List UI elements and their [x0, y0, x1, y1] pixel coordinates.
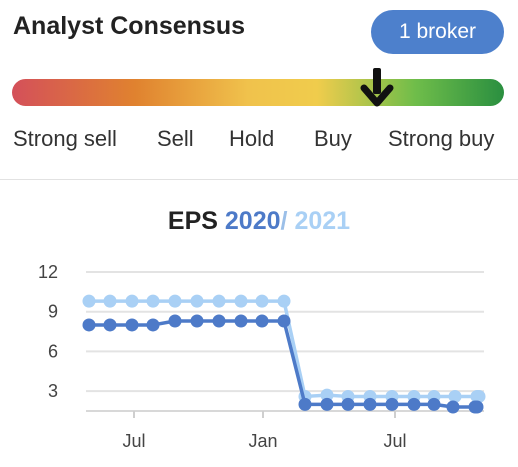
data-point-2021[interactable] [472, 389, 486, 403]
data-point-2020[interactable] [277, 314, 291, 328]
x-tick-label: Jan [248, 431, 277, 451]
eps-year-separator: / [280, 207, 288, 235]
series-2021 [82, 294, 486, 403]
eps-year-2021[interactable]: 2021 [294, 207, 351, 235]
data-point-2021[interactable] [320, 388, 334, 402]
scale-label-sell: Sell [157, 126, 194, 151]
data-point-2020[interactable] [212, 314, 226, 328]
data-point-2021[interactable] [190, 294, 204, 308]
data-point-2020[interactable] [125, 318, 139, 332]
eps-line-chart: 12 9 6 3 Jul Jan Jul [38, 262, 486, 451]
y-tick-label: 9 [48, 302, 58, 322]
data-point-2021[interactable] [212, 294, 226, 308]
data-point-2021[interactable] [234, 294, 248, 308]
consensus-gauge-bar [12, 79, 504, 106]
data-point-2020[interactable] [234, 314, 248, 328]
data-point-2020[interactable] [320, 397, 334, 411]
x-tick-label: Jul [122, 431, 145, 451]
data-point-2020[interactable] [190, 314, 204, 328]
y-tick-label: 12 [38, 262, 58, 282]
data-point-2020[interactable] [363, 397, 377, 411]
series-2020 [82, 314, 484, 414]
scale-label-hold: Hold [229, 126, 275, 151]
eps-year-2020[interactable]: 2020 [224, 207, 281, 235]
data-point-2020[interactable] [341, 397, 355, 411]
scale-label-strong-buy: Strong buy [388, 126, 495, 151]
scale-label-buy: Buy [314, 126, 352, 151]
data-point-2020[interactable] [407, 397, 421, 411]
data-point-2020[interactable] [298, 397, 312, 411]
eps-chart-title: EPS 2020/ 2021 [0, 207, 518, 236]
y-tick-label: 3 [48, 381, 58, 401]
data-point-2020[interactable] [146, 318, 160, 332]
y-tick-label: 6 [48, 341, 58, 361]
data-point-2021[interactable] [448, 389, 462, 403]
data-point-2020[interactable] [427, 397, 441, 411]
data-point-2021[interactable] [82, 294, 96, 308]
data-point-2020[interactable] [385, 397, 399, 411]
data-point-2020[interactable] [470, 400, 484, 414]
data-point-2020[interactable] [446, 400, 460, 414]
scale-label-strong-sell: Strong sell [13, 126, 117, 151]
consensus-pointer-arrow-icon [360, 68, 394, 107]
consensus-scale-labels: Strong sell Sell Hold Buy Strong buy [0, 126, 518, 154]
data-point-2020[interactable] [103, 318, 117, 332]
data-point-2020[interactable] [82, 318, 96, 332]
data-point-2021[interactable] [168, 294, 182, 308]
data-point-2021[interactable] [103, 294, 117, 308]
data-point-2021[interactable] [146, 294, 160, 308]
x-tick-label: Jul [383, 431, 406, 451]
data-point-2020[interactable] [168, 314, 182, 328]
section-divider [0, 179, 518, 180]
eps-title-prefix: EPS [167, 207, 218, 235]
broker-count-button[interactable]: 1 broker [371, 10, 504, 54]
widget-title: Analyst Consensus [13, 12, 246, 40]
data-point-2021[interactable] [125, 294, 139, 308]
data-point-2021[interactable] [255, 294, 269, 308]
data-point-2021[interactable] [277, 294, 291, 308]
data-point-2020[interactable] [255, 314, 269, 328]
